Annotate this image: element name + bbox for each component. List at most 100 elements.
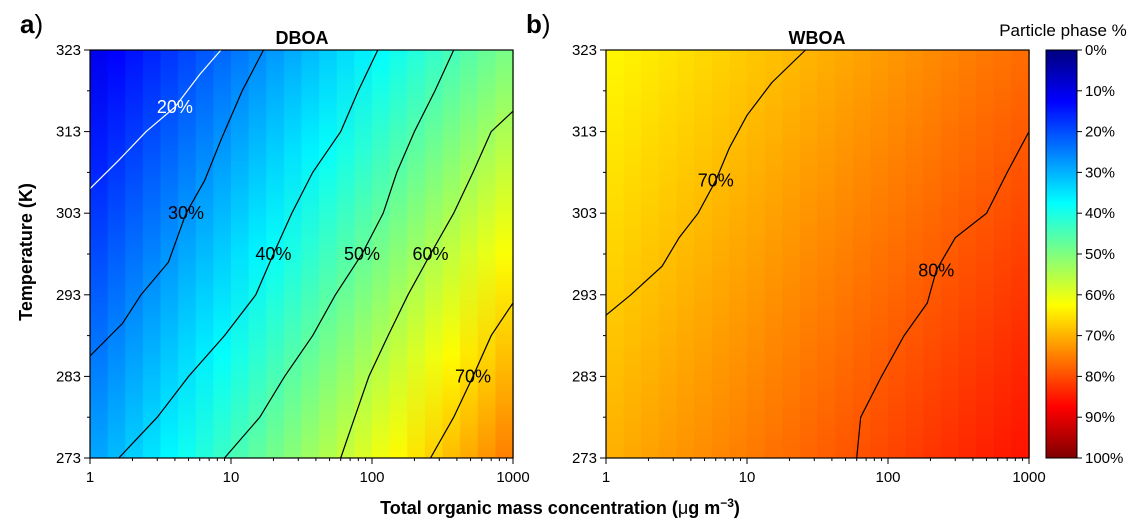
panel-b-plot: 70% 80% 273 283 293 303 313 323 1 10 100 1000 (572, 42, 1046, 486)
y-tick-label: 273 (56, 450, 81, 467)
colorbar-title: Particle phase % (999, 21, 1127, 40)
heatmap-strip (372, 50, 391, 458)
y-tick-label: 273 (572, 450, 597, 467)
colorbar-gradient (1045, 49, 1078, 459)
x-axis-title: Total organic mass concentration (μg m−3… (380, 496, 740, 518)
y-tick-label: 293 (56, 287, 81, 304)
heatmap-strip (641, 50, 660, 458)
heatmap-strip (178, 50, 197, 458)
heatmap-strip (283, 50, 303, 458)
x-tick-label: 100 (359, 469, 384, 486)
contour-label: 30% (168, 203, 204, 223)
y-tick-label: 303 (56, 205, 81, 222)
heatmap-strip (424, 50, 444, 458)
y-axis-title: Temperature (K) (16, 183, 36, 321)
heatmap-strip (764, 50, 784, 458)
colorbar-tick-label: 80% (1085, 368, 1115, 385)
contour-line (224, 49, 455, 459)
heatmap-strip (888, 50, 907, 458)
colorbar-tick-label: 10% (1085, 83, 1115, 100)
heatmap-strip (799, 50, 819, 458)
colorbar-tick-label: 90% (1085, 409, 1115, 426)
contour-line (89, 49, 222, 190)
colorbar-tick-label: 20% (1085, 124, 1115, 141)
y-tick-label: 323 (572, 42, 597, 59)
heatmap-strip (107, 50, 127, 458)
heatmap-strip (231, 50, 250, 458)
heatmap-strip (1011, 50, 1030, 458)
heatmap-strip (711, 50, 731, 458)
heatmap-strip (676, 50, 695, 458)
contour-line (429, 302, 514, 459)
x-tick-label: 1000 (1012, 469, 1045, 486)
contour-label: 50% (344, 244, 380, 264)
y-tick-label: 323 (56, 42, 81, 59)
panel-b-title: WBOA (789, 28, 846, 48)
heatmap-strip (817, 50, 836, 458)
y-tick-label: 293 (572, 287, 597, 304)
y-tick-label: 303 (572, 205, 597, 222)
x-tick-label: 10 (739, 469, 756, 486)
contour-label: 20% (157, 97, 193, 117)
contour-line (89, 49, 265, 357)
heatmap-strip (354, 50, 373, 458)
colorbar-tick-label: 70% (1085, 328, 1115, 345)
heatmap-strip (852, 50, 872, 458)
y-tick-label: 313 (56, 124, 81, 141)
contour-label: 70% (455, 366, 491, 386)
heatmap-strip (905, 50, 925, 458)
heatmap-strip (976, 50, 995, 458)
contour-label: 80% (918, 260, 954, 280)
contour-line (340, 110, 514, 459)
panel-letter-b: b) (526, 9, 551, 39)
colorbar-tick-label: 30% (1085, 164, 1115, 181)
heatmap-strip (266, 50, 285, 458)
contour-label: 70% (698, 171, 734, 191)
heatmap-strip (477, 50, 497, 458)
heatmap-strip (248, 50, 268, 458)
heatmap-strip (993, 50, 1013, 458)
contour-line (118, 49, 379, 459)
heatmap-strip (389, 50, 409, 458)
heatmap-strip (336, 50, 356, 458)
heatmap-strip (301, 50, 320, 458)
heatmap-strip (835, 50, 854, 458)
heatmap-strip (213, 50, 232, 458)
contour-line (605, 49, 806, 316)
heatmap-strip (694, 50, 713, 458)
y-tick-label: 283 (572, 368, 597, 385)
y-tick-label: 313 (572, 124, 597, 141)
heatmap-strip (606, 50, 625, 458)
colorbar-ticks: 0% 10% 20% 30% 40% 50% 60% 70% 80% 90% 100% (1077, 42, 1123, 467)
colorbar-tick-label: 40% (1085, 205, 1115, 222)
colorbar-tick-label: 0% (1085, 42, 1107, 59)
heatmap-strip (923, 50, 942, 458)
colorbar: Particle phase % 0% 10% 20% 30% 40% 50% 60% 70%… (999, 21, 1127, 467)
colorbar-tick-label: 100% (1085, 450, 1123, 467)
heatmap-strip (442, 50, 461, 458)
panel-a-plot: 20% 30% 40% 50% 60% 70% 273 283 293 303 313 323 1 10 1… (56, 42, 530, 486)
y-tick-label: 283 (56, 368, 81, 385)
heatmap-strip (958, 50, 977, 458)
heatmap-strip (407, 50, 426, 458)
panel-letter-a: a) (20, 9, 43, 39)
x-tick-label: 100 (875, 469, 900, 486)
heatmap-strip (782, 50, 801, 458)
heatmap-strip (142, 50, 162, 458)
colorbar-tick-label: 50% (1085, 246, 1115, 263)
x-tick-label: 1000 (496, 469, 529, 486)
x-tick-label: 1 (602, 469, 610, 486)
heatmap-strip (319, 50, 338, 458)
heatmap-strip (658, 50, 678, 458)
heatmap-strip (940, 50, 960, 458)
heatmap-strip (125, 50, 144, 458)
x-tick-label: 10 (223, 469, 240, 486)
contour-line (856, 131, 1030, 459)
heatmap-strip (729, 50, 748, 458)
x-tick-label: 1 (86, 469, 94, 486)
heatmap-strip (90, 50, 109, 458)
contour-label: 60% (412, 244, 448, 264)
heatmap-strip (160, 50, 179, 458)
heatmap-strip (623, 50, 643, 458)
